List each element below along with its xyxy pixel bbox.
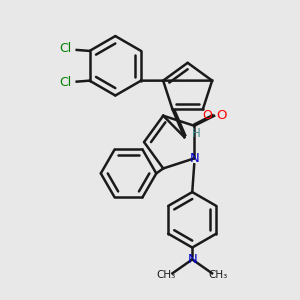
Text: N: N [189, 152, 199, 165]
Text: CH₃: CH₃ [157, 270, 176, 280]
Text: H: H [192, 127, 201, 140]
Text: O: O [217, 110, 227, 122]
Text: N: N [188, 253, 197, 266]
Text: O: O [202, 109, 212, 122]
Text: CH₃: CH₃ [208, 270, 228, 280]
Text: Cl: Cl [59, 42, 72, 56]
Text: Cl: Cl [59, 76, 72, 89]
